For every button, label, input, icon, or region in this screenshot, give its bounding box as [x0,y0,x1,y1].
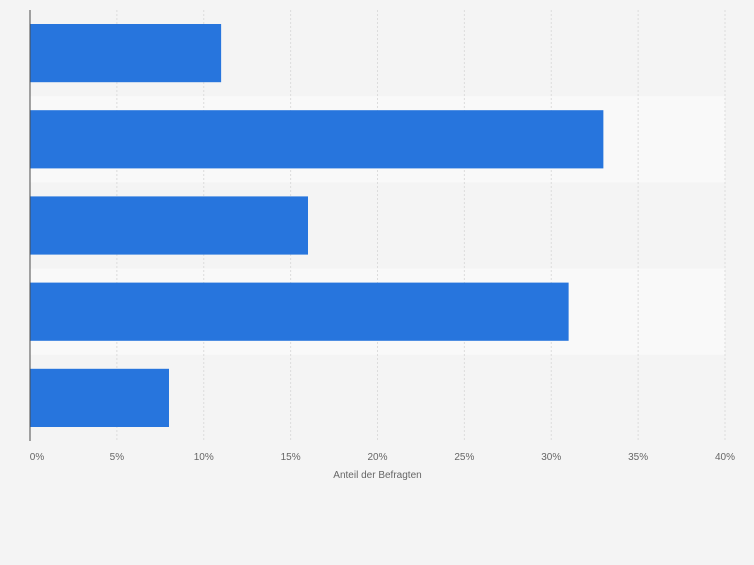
x-tick-label: 5% [110,452,125,463]
x-tick-label: 25% [454,452,474,463]
x-tick-label: 35% [628,452,648,463]
x-axis-label: Anteil der Befragten [333,470,421,481]
x-tick-label: 40% [715,452,735,463]
bar[interactable] [30,368,169,427]
bar[interactable] [30,110,604,169]
x-tick-label: 20% [367,452,387,463]
x-tick-label: 30% [541,452,561,463]
bar[interactable] [30,24,222,83]
x-tick-label: 0% [30,452,45,463]
x-tick-labels: 0% 5% 10% 15% 20% 25% 30% 35% 40% [30,452,735,463]
bar[interactable] [30,196,308,255]
bar[interactable] [30,282,569,341]
x-tick-label: 10% [194,452,214,463]
bars [30,24,604,427]
x-tick-label: 15% [281,452,301,463]
